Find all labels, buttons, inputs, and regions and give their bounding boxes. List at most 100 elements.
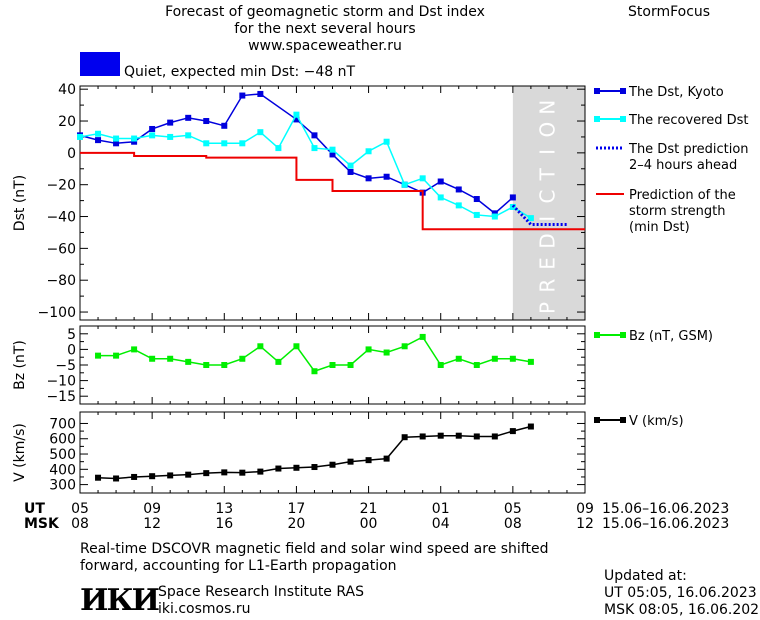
series-0-1 [77,111,534,222]
data-point [401,181,408,188]
data-point [329,146,336,153]
series-0-0 [77,90,516,217]
prediction-letter: C [535,190,559,204]
data-point [329,461,336,468]
storm-strength-line [80,151,585,231]
data-point [473,196,480,203]
y-tick-label: −100 [38,305,76,321]
legend-marker [620,332,626,338]
legend-item-1: The recovered Dst [594,113,748,128]
prediction-letter: I [535,149,559,155]
msk-tick-label: 04 [431,516,450,532]
legend-label: V (km/s) [629,414,684,429]
data-point [185,132,192,139]
y-tick-label: −60 [46,241,76,257]
brand-name: StormFocus [628,4,711,20]
data-point [149,132,156,139]
y-axis-label: Bz (nT) [12,340,28,390]
legend-marker [620,116,626,122]
legend-label: Bz (nT, GSM) [629,329,713,344]
data-point [95,474,102,481]
series-0-3 [80,151,585,231]
institute-website[interactable]: iki.cosmos.ru [158,601,251,617]
data-point [401,343,408,350]
data-point [113,140,120,147]
updated-label: Updated at: [604,568,687,584]
chart-legend: The Dst, Kyoto The recovered Dst The Dst p… [594,85,749,429]
data-point [437,432,444,439]
data-point [167,472,174,479]
data-point [167,355,174,362]
updated-msk: MSK 08:05, 16.06.2023 [604,602,760,618]
legend-label: (min Dst) [629,220,690,235]
data-point [455,186,462,193]
data-point [203,470,210,477]
legend-label: Prediction of the [629,188,736,203]
legend-label: The Dst prediction [628,142,749,157]
y-tick-label: −20 [46,178,76,194]
legend-item-5: V (km/s) [594,414,684,429]
data-point [473,362,480,368]
data-point [95,352,102,359]
series-2-0 [95,423,534,482]
data-point [185,358,192,365]
updated-ut: UT 05:05, 16.06.2023 [604,585,757,601]
data-point [383,455,390,462]
data-point [437,362,444,368]
y-tick-label: 5 [67,327,76,343]
ut-tick-label: 17 [287,501,306,517]
panel-frame [79,411,586,494]
legend-label: The recovered Dst [628,113,748,128]
data-point [203,118,210,125]
ut-tick-label: 21 [359,501,378,517]
data-point [491,433,498,440]
data-point [383,138,390,145]
y-tick-label: 0 [67,342,76,358]
data-point [275,145,282,152]
data-point [383,349,390,356]
y-tick-label: 40 [58,82,76,98]
prediction-letter: E [535,257,559,270]
data-point [347,458,354,465]
data-point [113,475,120,482]
website-link[interactable]: www.spaceweather.ru [248,38,402,54]
y-tick-label: −80 [46,273,76,289]
data-point [455,202,462,209]
legend-marker [594,88,600,94]
data-point [221,469,228,476]
msk-tick-label: 16 [215,516,234,532]
data-point [275,358,282,365]
footer-note-line-1: Real-time DSCOVR magnetic field and sola… [80,541,549,557]
series-line [98,335,532,373]
panel-1: 50−5−10−15 Bz (nT) [12,325,586,405]
legend-marker [594,116,600,122]
ut-tick-label: 09 [143,501,162,517]
data-point [131,138,138,145]
y-tick-label: 20 [58,114,76,130]
data-point [293,343,300,350]
data-point [365,175,372,182]
legend-item-4: Bz (nT, GSM) [594,329,713,344]
legend-label: 2–4 hours ahead [629,158,737,173]
data-point [239,92,246,99]
data-point [527,423,534,430]
footer-note-line-2: forward, accounting for L1-Earth propaga… [80,558,397,574]
y-tick-label: 0 [67,146,76,162]
data-point [509,428,516,435]
y-tick-label: 500 [49,447,76,463]
status-color-swatch [80,52,120,76]
prediction-letter: N [535,100,559,115]
data-point [257,129,264,136]
iki-logo: ИКИ [80,583,160,618]
prediction-letter: D [535,233,559,248]
data-point [401,434,408,441]
data-point [527,215,534,222]
data-point [473,211,480,218]
legend-marker [594,332,600,338]
data-point [167,119,174,126]
data-point [257,343,264,350]
legend-item-0: The Dst, Kyoto [594,85,724,100]
